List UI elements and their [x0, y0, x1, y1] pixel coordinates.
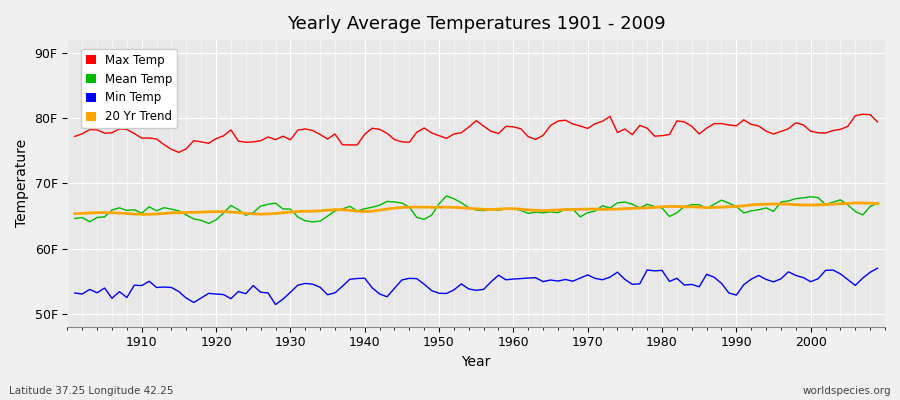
Legend: Max Temp, Mean Temp, Min Temp, 20 Yr Trend: Max Temp, Mean Temp, Min Temp, 20 Yr Tre…: [82, 49, 177, 128]
Text: worldspecies.org: worldspecies.org: [803, 386, 891, 396]
Line: Max Temp: Max Temp: [75, 114, 878, 152]
Mean Temp: [129, 207, 140, 212]
20 Yr Trend: [129, 212, 140, 216]
Mean Temp: [203, 221, 214, 226]
Title: Yearly Average Temperatures 1901 - 2009: Yearly Average Temperatures 1901 - 2009: [287, 15, 665, 33]
Min Temp: [605, 275, 616, 280]
Max Temp: [516, 126, 526, 131]
20 Yr Trend: [69, 211, 80, 216]
20 Yr Trend: [872, 201, 883, 206]
20 Yr Trend: [516, 207, 526, 212]
Min Temp: [872, 266, 883, 270]
Max Temp: [605, 114, 616, 119]
Min Temp: [69, 291, 80, 296]
Line: 20 Yr Trend: 20 Yr Trend: [75, 203, 878, 214]
20 Yr Trend: [345, 208, 356, 213]
Text: Latitude 37.25 Longitude 42.25: Latitude 37.25 Longitude 42.25: [9, 386, 174, 396]
X-axis label: Year: Year: [462, 355, 490, 369]
Min Temp: [508, 277, 518, 282]
20 Yr Trend: [850, 200, 860, 205]
Mean Temp: [516, 208, 526, 213]
Max Temp: [129, 131, 140, 136]
Mean Temp: [69, 216, 80, 221]
20 Yr Trend: [300, 209, 310, 214]
Min Temp: [129, 283, 140, 288]
Y-axis label: Temperature: Temperature: [15, 139, 29, 228]
Mean Temp: [441, 194, 452, 198]
20 Yr Trend: [508, 206, 518, 211]
Min Temp: [300, 281, 310, 286]
Max Temp: [872, 120, 883, 124]
Line: Min Temp: Min Temp: [75, 268, 878, 304]
Mean Temp: [612, 200, 623, 205]
Max Temp: [508, 124, 518, 129]
20 Yr Trend: [605, 207, 616, 212]
Max Temp: [300, 126, 310, 131]
Max Temp: [174, 150, 184, 155]
Max Temp: [858, 112, 868, 117]
20 Yr Trend: [136, 212, 147, 217]
Mean Temp: [872, 201, 883, 206]
Min Temp: [516, 276, 526, 281]
Max Temp: [345, 142, 356, 147]
Min Temp: [345, 277, 356, 282]
Min Temp: [270, 302, 281, 307]
Line: Mean Temp: Mean Temp: [75, 196, 878, 224]
Mean Temp: [300, 218, 310, 223]
Mean Temp: [345, 204, 356, 209]
Max Temp: [69, 134, 80, 139]
Mean Temp: [523, 211, 534, 216]
